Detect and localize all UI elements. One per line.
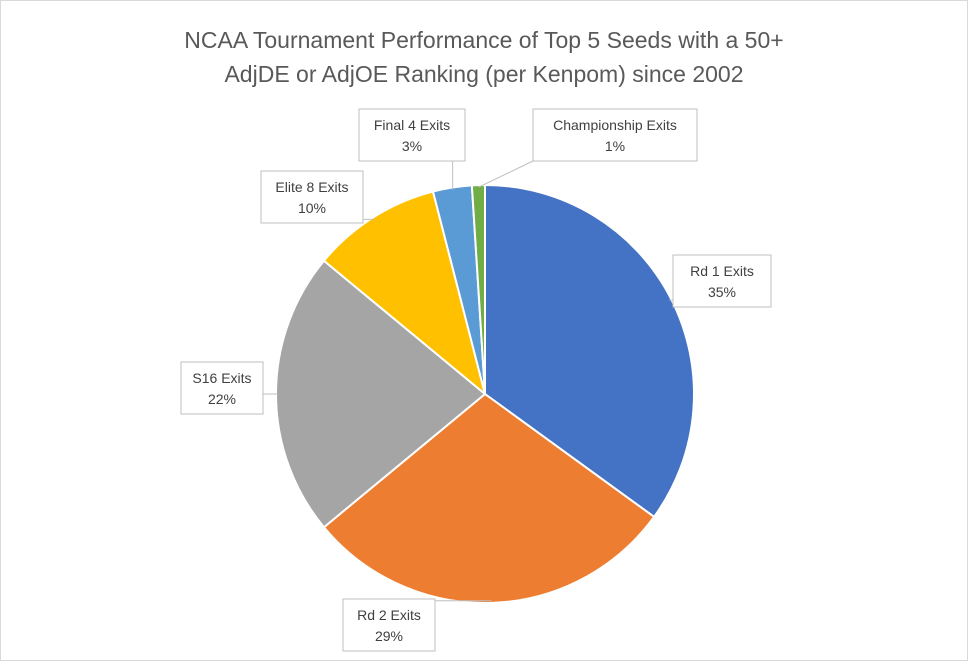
callout-box [358,108,466,162]
pie-slice-rd-1-exits [484,183,695,519]
callout-rd-2-exits: Rd 2 Exits 29% [342,598,492,652]
callout-box [180,361,264,415]
callout-elite-8-exits: Elite 8 Exits 10% [260,170,375,224]
chart-title-line-1: NCAA Tournament Performance of Top 5 See… [184,27,784,53]
callout-championship-exits: Championship Exits 1% [478,108,698,188]
callout-rd-1-exits: Rd 1 Exits 35% [669,254,772,308]
callout-box [342,598,436,652]
pie-slice-elite-8-exits [322,190,487,397]
data-label-category: S16 Exits [192,370,251,386]
data-label-category: Final 4 Exits [374,117,450,133]
data-label-value: 29% [375,628,403,644]
callout-box [260,170,364,224]
callout-box [532,108,698,162]
data-label-value: 1% [605,138,625,154]
callout-final-4-exits: Final 4 Exits 3% [358,108,466,190]
data-label-category: Rd 1 Exits [690,263,754,279]
data-label-value: 22% [208,391,236,407]
data-label-value: 3% [402,138,422,154]
chart-title: NCAA Tournament Performance of Top 5 See… [1,23,967,91]
chart-title-line-2: AdjDE or AdjOE Ranking (per Kenpom) sinc… [224,61,744,87]
callout-s16-exits: S16 Exits 22% [180,361,279,415]
pie-slices [275,183,695,604]
pie-slice-championship-exits [470,183,486,395]
pie-callouts: Rd 1 Exits 35% Rd 2 Exits 29% S16 Exits 22% El… [180,108,772,652]
data-label-value: 10% [298,200,326,216]
callout-leader [478,160,534,188]
pie-slice-rd-2-exits [322,392,656,604]
data-label-category: Championship Exits [553,117,677,133]
data-label-category: Rd 2 Exits [357,607,421,623]
data-label-value: 35% [708,284,736,300]
data-label-category: Elite 8 Exits [275,179,348,195]
callout-box [672,254,772,308]
